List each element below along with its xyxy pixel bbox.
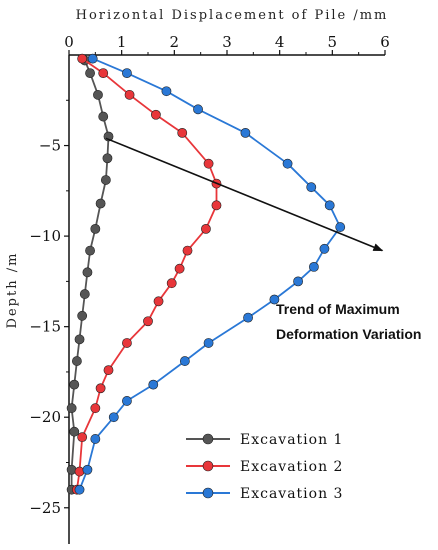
data-point [87, 53, 98, 64]
data-point [85, 245, 95, 256]
axes: 0 1 2 3 4 5 6 −5 −10 −15 −20 −25 [29, 33, 390, 544]
annotation-line-2: Deformation Variation [276, 326, 421, 342]
y-tick-label: −15 [29, 318, 61, 336]
data-point [174, 263, 185, 274]
data-point [74, 334, 85, 345]
data-point [124, 89, 135, 100]
data-point [77, 432, 88, 443]
data-point [102, 153, 113, 164]
legend: Excavation 1 Excavation 2 Excavation 3 [186, 432, 343, 502]
data-point [319, 243, 330, 254]
legend-swatch-marker [202, 460, 214, 472]
x-tick-label: 4 [275, 33, 285, 51]
x-tick-label: 0 [64, 33, 74, 51]
data-point [161, 86, 172, 97]
annotation: Trend of Maximum Deformation Variation [105, 137, 421, 342]
legend-label: Excavation 3 [240, 486, 343, 502]
data-point [153, 296, 164, 307]
y-tick-label: −10 [29, 227, 61, 245]
x-axis-title: Horizontal Displacement of Pile /mm [76, 8, 389, 23]
data-point [98, 111, 109, 122]
trend-arrow [105, 137, 384, 252]
data-point [324, 200, 335, 211]
data-point [69, 379, 80, 390]
data-point [177, 127, 188, 138]
data-point [150, 109, 161, 120]
data-point [66, 403, 77, 414]
data-point [100, 175, 111, 185]
legend-label: Excavation 2 [240, 459, 343, 475]
series-3 [74, 53, 346, 495]
data-point [203, 338, 214, 348]
data-point [77, 53, 88, 64]
data-point [148, 379, 159, 390]
x-tick-label: 2 [170, 33, 180, 51]
data-point [293, 276, 303, 287]
data-point [122, 68, 132, 79]
data-point [69, 426, 80, 437]
data-point [90, 403, 101, 414]
legend-item-3: Excavation 3 [186, 486, 343, 502]
data-point [282, 158, 293, 169]
data-point [122, 396, 132, 406]
data-point [79, 289, 90, 299]
annotation-line-1: Trend of Maximum [276, 301, 400, 317]
data-point [90, 434, 101, 444]
series-line [78, 57, 342, 491]
y-tick-label: −25 [29, 499, 61, 517]
legend-item-2: Excavation 2 [186, 459, 343, 475]
x-tick-label: 6 [380, 33, 390, 51]
legend-swatch-marker [202, 487, 214, 499]
data-point [240, 127, 251, 138]
data-point [179, 356, 190, 366]
x-tick-label: 5 [328, 33, 338, 51]
data-point [243, 312, 253, 323]
data-point [182, 245, 193, 256]
data-point [98, 68, 109, 79]
legend-label: Excavation 1 [240, 432, 343, 448]
data-point [306, 182, 317, 193]
data-point [203, 158, 214, 169]
series-line [76, 57, 218, 490]
data-point [74, 484, 85, 495]
data-point [193, 104, 203, 115]
data-point [335, 222, 346, 232]
data-point [269, 294, 280, 305]
data-point [308, 261, 319, 272]
data-point [85, 68, 95, 79]
legend-item-1: Excavation 1 [186, 432, 343, 448]
data-point [93, 89, 103, 100]
x-tick-label: 3 [222, 33, 232, 51]
data-point [108, 412, 119, 423]
data-point [77, 310, 88, 321]
data-point [201, 223, 211, 234]
data-point [95, 198, 106, 209]
data-point [72, 356, 82, 366]
y-axis-title: Depth /m [5, 252, 20, 329]
data-point [143, 316, 153, 327]
data-point [211, 200, 222, 211]
y-tick-label: −5 [39, 137, 61, 155]
data-point [82, 267, 93, 278]
data-point [95, 383, 106, 394]
legend-swatch-marker [202, 433, 214, 445]
data-point [166, 278, 177, 289]
data-point [103, 365, 114, 376]
data-point [122, 338, 132, 348]
y-tick-label: −20 [29, 408, 61, 426]
data-point [90, 223, 101, 234]
x-tick-label: 1 [117, 33, 127, 51]
series-1 [66, 55, 114, 495]
series-layer [66, 53, 346, 495]
series-2 [72, 53, 222, 495]
data-point [82, 464, 93, 475]
